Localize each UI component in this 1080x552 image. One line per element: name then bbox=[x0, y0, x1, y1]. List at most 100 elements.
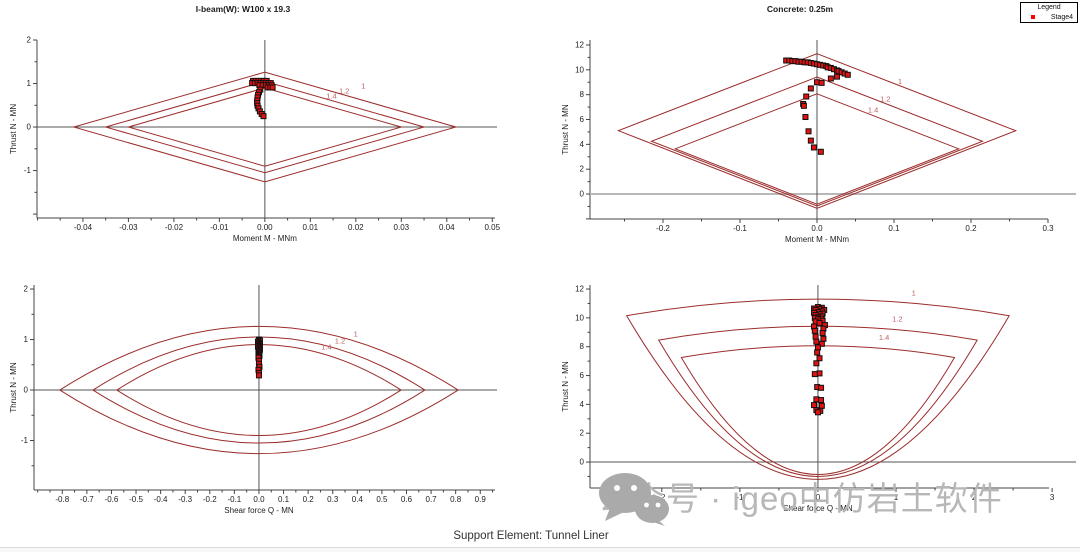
x-axis-ticks: -0.04 -0.03 -0.02 -0.01 0.00 0.01 0.02 0.03 0.04… bbox=[36, 218, 501, 232]
envelope-label: 1 bbox=[361, 81, 365, 90]
svg-text:0.2: 0.2 bbox=[303, 495, 315, 504]
svg-text:6: 6 bbox=[580, 371, 585, 380]
stage-data-point bbox=[834, 73, 841, 80]
svg-text:2: 2 bbox=[24, 285, 29, 294]
envelope-fs-1.4 bbox=[680, 345, 956, 475]
envelope-fs-1.4 bbox=[115, 344, 403, 436]
stage-data-point bbox=[814, 344, 821, 351]
x-axis-ticks: -0.2 -0.1 0.0 0.1 0.2 0.3 bbox=[623, 219, 1054, 233]
svg-text:0.2: 0.2 bbox=[965, 224, 977, 233]
envelope-fs-1.2 bbox=[103, 80, 426, 174]
svg-text:0.1: 0.1 bbox=[888, 224, 900, 233]
svg-text:1: 1 bbox=[894, 493, 899, 502]
chart-concrete-moment: -0.2 -0.1 0.0 0.1 0.2 0.3 12 10 8 6 4 2 0 1.41.2 1 Conc… bbox=[561, 4, 1076, 244]
svg-text:12: 12 bbox=[575, 285, 584, 294]
svg-text:-0.7: -0.7 bbox=[80, 495, 94, 504]
envelope-label: 1 bbox=[354, 330, 358, 339]
svg-text:2: 2 bbox=[972, 493, 977, 502]
stage-data-point bbox=[819, 330, 826, 337]
legend-stage-swatch bbox=[1031, 15, 1035, 19]
data-points bbox=[249, 77, 276, 120]
legend-title: Legend bbox=[1037, 4, 1061, 11]
legend-item: Stage4 bbox=[1021, 12, 1077, 22]
stage-data-point bbox=[811, 327, 818, 334]
axes bbox=[36, 40, 495, 219]
svg-text:-0.1: -0.1 bbox=[733, 224, 747, 233]
svg-text:0.03: 0.03 bbox=[394, 223, 410, 232]
y-axis-ticks: 2 1 0 -1 bbox=[24, 36, 37, 215]
svg-text:0: 0 bbox=[24, 386, 29, 395]
y-axis-ticks: 12 10 8 6 4 2 0 bbox=[575, 285, 590, 477]
legend: Legend Stage4 bbox=[1020, 2, 1078, 23]
svg-text:10: 10 bbox=[575, 313, 584, 322]
stage-data-point bbox=[818, 384, 825, 391]
envelope-fs-1.2 bbox=[650, 76, 984, 207]
stage-data-point bbox=[818, 402, 825, 409]
x-axis-label: Shear force Q - MN bbox=[224, 506, 294, 515]
envelope-fs-1.2 bbox=[657, 325, 978, 477]
stage-data-point bbox=[800, 102, 807, 109]
axes bbox=[33, 285, 495, 491]
stage-data-point bbox=[816, 355, 823, 362]
svg-text:0.0: 0.0 bbox=[253, 495, 265, 504]
y-axis-label: Thrust N - MN bbox=[9, 104, 18, 154]
stage-data-point bbox=[255, 372, 262, 379]
stage-data-point bbox=[807, 137, 814, 144]
x-axis-label: Shear force Q - MN bbox=[783, 504, 853, 513]
stage-data-point bbox=[844, 71, 851, 78]
data-points bbox=[783, 57, 851, 155]
envelope-fs-1 bbox=[72, 71, 458, 183]
envelope-fs-1.4 bbox=[673, 93, 961, 205]
svg-text:10: 10 bbox=[575, 65, 584, 74]
svg-text:1: 1 bbox=[27, 79, 32, 88]
svg-text:-1: -1 bbox=[21, 436, 29, 445]
svg-text:-0.5: -0.5 bbox=[129, 495, 143, 504]
svg-text:-0.02: -0.02 bbox=[165, 223, 184, 232]
y-axis-label: Thrust N - MN bbox=[561, 361, 570, 411]
svg-text:-0.4: -0.4 bbox=[154, 495, 168, 504]
chart-ibeam-shear: -0.8 -0.7 -0.6 -0.5 -0.4 -0.3 -0.2 -0.1 0.0 0.1 0.… bbox=[9, 285, 497, 515]
envelope-label: 1.2 bbox=[880, 94, 890, 103]
stage-data-point bbox=[807, 85, 814, 92]
stage-data-point bbox=[260, 113, 267, 120]
y-axis-ticks: 2 1 0 -1 bbox=[21, 285, 34, 467]
svg-text:0: 0 bbox=[580, 190, 585, 199]
chart-title: I-beam(W): W100 x 19.3 bbox=[196, 4, 291, 14]
svg-text:-2: -2 bbox=[658, 493, 666, 502]
axes bbox=[589, 285, 1049, 489]
svg-text:1: 1 bbox=[24, 335, 29, 344]
stage-data-point bbox=[817, 148, 824, 155]
stage-data-point bbox=[269, 84, 276, 91]
bottom-divider bbox=[0, 547, 1080, 552]
svg-text:0.7: 0.7 bbox=[426, 495, 438, 504]
svg-text:2: 2 bbox=[580, 429, 585, 438]
svg-text:2: 2 bbox=[580, 165, 585, 174]
svg-text:8: 8 bbox=[580, 90, 585, 99]
envelope-label: 1.2 bbox=[335, 337, 345, 346]
x-axis-ticks: -0.8 -0.7 -0.6 -0.5 -0.4 -0.3 -0.2 -0.1 0.0 0.1 0.… bbox=[37, 490, 494, 504]
envelope-fs-1 bbox=[616, 53, 1018, 209]
chart-ibeam-moment: -0.04 -0.03 -0.02 -0.01 0.00 0.01 0.02 0.03 0.04… bbox=[9, 4, 501, 243]
svg-text:-0.03: -0.03 bbox=[119, 223, 138, 232]
svg-text:0.3: 0.3 bbox=[327, 495, 339, 504]
x-axis-label: Moment M - MNm bbox=[233, 234, 297, 243]
envelope-label: 1.2 bbox=[339, 87, 349, 96]
stage-data-point bbox=[810, 144, 817, 151]
envelope-label: 1.2 bbox=[892, 314, 902, 323]
legend-stage-label: Stage4 bbox=[1050, 13, 1073, 21]
svg-text:-1: -1 bbox=[736, 493, 744, 502]
svg-text:0.6: 0.6 bbox=[401, 495, 413, 504]
svg-text:-0.2: -0.2 bbox=[203, 495, 217, 504]
svg-text:-0.3: -0.3 bbox=[178, 495, 192, 504]
envelope-fs-1.4 bbox=[126, 87, 404, 167]
svg-text:0.05: 0.05 bbox=[484, 223, 500, 232]
svg-text:12: 12 bbox=[575, 40, 584, 49]
stage-data-point bbox=[813, 338, 820, 345]
svg-text:0: 0 bbox=[580, 458, 585, 467]
svg-text:0.01: 0.01 bbox=[303, 223, 319, 232]
svg-text:0.5: 0.5 bbox=[376, 495, 388, 504]
stage-data-point bbox=[814, 409, 821, 416]
envelope-label: 1.4 bbox=[868, 106, 878, 115]
